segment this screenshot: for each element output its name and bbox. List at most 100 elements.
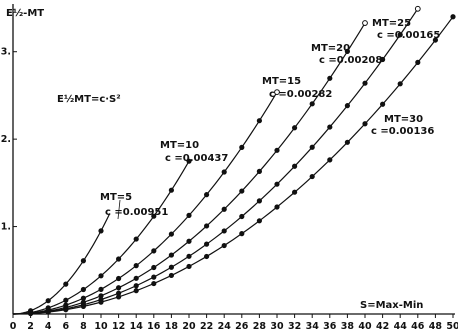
data-point <box>256 118 262 124</box>
data-point <box>309 101 315 107</box>
data-point <box>256 218 262 224</box>
series-3 <box>12 20 368 316</box>
data-point <box>274 181 280 187</box>
x-tick-label: 20 <box>182 321 196 332</box>
data-point <box>133 236 139 242</box>
data-point <box>221 206 227 212</box>
x-tick-label: 6 <box>62 321 69 332</box>
data-point <box>151 280 157 287</box>
series-line <box>12 22 366 315</box>
x-tick-label: 28 <box>253 321 267 332</box>
data-point <box>151 213 157 219</box>
data-point <box>204 241 210 247</box>
data-point <box>292 189 298 195</box>
data-point <box>80 303 87 309</box>
data-point <box>133 275 139 281</box>
data-point <box>256 168 262 174</box>
data-point <box>327 75 333 81</box>
x-tick-label: 40 <box>358 321 372 332</box>
data-point <box>292 163 298 169</box>
y-axis-label: E½-MT <box>6 8 44 19</box>
data-point <box>186 212 192 218</box>
data-point <box>415 59 421 65</box>
data-point <box>344 48 350 54</box>
series-line <box>12 16 454 315</box>
x-tick-label: 26 <box>235 321 249 332</box>
data-point <box>186 253 192 259</box>
x-tick-label: 4 <box>45 321 52 332</box>
label-leader-line <box>117 199 121 220</box>
series-label-c: c =0.00437 <box>165 153 228 164</box>
data-point <box>221 242 227 249</box>
x-tick-label: 32 <box>288 321 301 332</box>
series-label-c: c =0.00165 <box>377 30 440 41</box>
series-label-c: c =0.00208 <box>319 55 382 66</box>
x-tick-label: 22 <box>200 321 213 332</box>
series-label-mt: MT=5 <box>100 192 132 203</box>
data-point <box>28 310 34 317</box>
data-point <box>204 192 210 198</box>
data-point <box>133 283 139 289</box>
series-label-mt: MT=30 <box>384 114 423 125</box>
data-point <box>414 5 421 12</box>
data-point <box>362 121 368 127</box>
x-tick-label: 24 <box>218 321 232 332</box>
data-point <box>186 263 192 270</box>
data-point <box>116 294 122 300</box>
data-point <box>344 103 350 109</box>
data-point <box>239 188 245 194</box>
data-point <box>168 272 174 279</box>
data-point <box>63 281 69 287</box>
x-tick-label: 48 <box>429 321 443 332</box>
data-point <box>151 264 157 271</box>
series-label-mt: MT=15 <box>262 76 301 87</box>
data-point <box>98 299 104 305</box>
x-tick-label: 14 <box>130 321 144 332</box>
data-point <box>98 286 104 292</box>
data-point <box>432 37 438 43</box>
y-tick-label: 2. <box>1 134 11 145</box>
data-point <box>450 14 456 20</box>
data-point <box>98 228 104 234</box>
data-point <box>397 81 403 87</box>
data-point <box>221 169 227 175</box>
data-point <box>116 275 122 282</box>
data-point <box>63 307 69 313</box>
data-point <box>186 158 192 164</box>
x-tick-label: 36 <box>323 321 337 332</box>
data-point <box>186 238 192 244</box>
data-point <box>362 20 368 26</box>
x-tick-label: 2 <box>27 321 34 332</box>
series-label-c: c =0.00951 <box>105 207 168 218</box>
axes: 0 2 4 6 8 10 12 14 16 18 20 22 24 26 28 30 32 34 36 38 40 42 4… <box>1 4 458 332</box>
series-label-mt: MT=10 <box>160 140 199 151</box>
data-point <box>380 101 386 107</box>
x-tick-label: 50 <box>446 321 458 332</box>
data-point <box>239 231 245 237</box>
series-line <box>12 213 111 315</box>
data-point <box>45 298 51 304</box>
data-point <box>151 274 157 280</box>
x-tick-label: 12 <box>112 321 125 332</box>
data-point <box>204 253 210 260</box>
x-tick-label: 34 <box>306 321 320 332</box>
series-line <box>12 91 278 315</box>
x-tick-label: 30 <box>270 321 284 332</box>
data-point <box>45 309 51 315</box>
data-point <box>221 228 227 234</box>
data-point <box>168 231 174 237</box>
data-point <box>327 157 333 163</box>
data-point <box>80 286 87 293</box>
data-point <box>380 56 386 63</box>
data-point <box>168 187 174 193</box>
x-tick-label: 8 <box>80 321 87 332</box>
data-point <box>116 285 122 291</box>
data-point <box>309 173 315 180</box>
data-point <box>151 248 157 254</box>
data-point <box>116 256 122 262</box>
series-label-mt: MT=25 <box>372 18 411 29</box>
data-point <box>292 125 298 131</box>
series-line <box>12 8 419 315</box>
x-tick-label: 44 <box>394 321 408 332</box>
series-label-mt: MT=20 <box>311 43 350 54</box>
